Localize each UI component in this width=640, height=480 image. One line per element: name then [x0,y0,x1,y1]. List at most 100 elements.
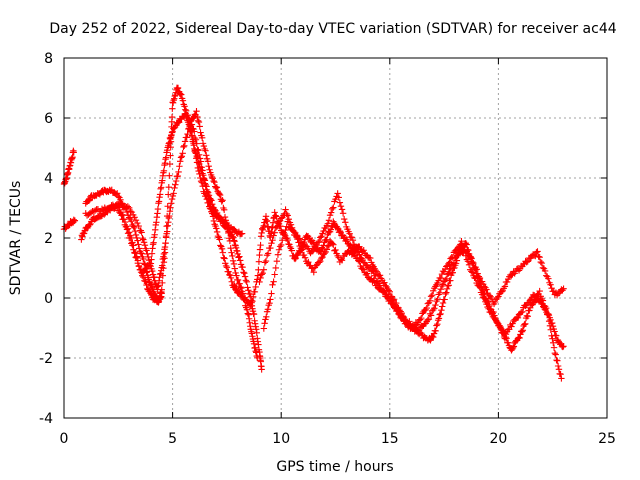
data-point [251,288,259,296]
data-point [268,239,275,247]
data-point [236,280,243,287]
data-point [223,264,231,271]
data-point [538,259,546,267]
data-point [160,167,168,174]
data-point [243,278,250,285]
data-point [332,246,339,254]
data-point [419,310,426,317]
data-point [521,321,528,328]
data-point [428,292,436,299]
data-point [337,228,344,236]
data-point [554,357,561,364]
data-point [434,320,441,328]
data-point [279,237,286,244]
data-point [213,225,220,232]
data-point [119,211,126,218]
data-point [212,184,220,192]
data-point [483,300,490,308]
data-point [241,273,249,280]
data-point [268,290,275,297]
data-point [278,241,285,249]
data-point [229,257,237,265]
data-point [270,278,277,285]
data-point [175,119,183,126]
data-point [171,184,178,192]
data-point [522,302,529,310]
data-point [194,113,201,121]
data-point [488,310,496,317]
data-point [460,243,467,250]
data-point [248,299,255,306]
data-point [478,278,486,285]
data-point [380,287,387,295]
data-point [475,282,483,290]
data-point [200,172,207,179]
data-point [188,121,196,128]
data-point [257,241,264,249]
data-point [385,287,392,294]
data-point [432,327,439,335]
data-point [245,287,252,294]
data-point [141,241,149,249]
x-tick-label: 25 [598,431,616,447]
data-point [113,201,121,208]
data-point [288,247,295,254]
data-point [319,254,326,261]
data-point [167,143,174,151]
data-point [434,296,441,303]
data-point [423,304,430,312]
data-point [124,203,132,210]
data-point [191,145,198,153]
data-point [87,209,95,216]
data-point [464,258,472,265]
data-point [130,242,137,249]
x-tick-label: 10 [272,431,290,447]
data-point [447,265,454,272]
data-point [229,233,236,240]
data-point [271,271,278,278]
data-point [356,258,363,265]
data-point [121,218,129,226]
data-point [280,231,287,238]
data-point [542,305,550,312]
data-point [445,282,452,289]
data-point [545,275,552,282]
data-point [131,249,138,256]
data-point [282,226,289,234]
data-point [544,310,551,317]
data-point [225,235,233,242]
data-point [200,176,208,183]
data-point [466,254,474,261]
data-point [532,252,539,260]
data-point [198,164,205,171]
data-point [127,208,134,215]
data-point [226,237,234,245]
data-point [84,224,91,232]
data-point [519,308,526,315]
data-point [449,254,456,261]
data-point [376,272,384,279]
data-point [168,200,175,207]
data-point [184,130,191,138]
data-point [214,232,222,240]
data-point [491,298,499,306]
data-point [205,162,212,170]
data-point [437,285,445,293]
data-point [436,311,443,318]
data-point [258,271,265,278]
data-point [508,272,515,279]
data-point [487,309,494,316]
data-point [524,313,531,320]
data-point [237,257,244,264]
data-point [225,229,232,237]
data-point [206,198,213,205]
data-point [209,213,217,220]
x-axis-label: GPS time / hours [276,459,393,475]
data-point [213,209,221,217]
data-point [273,258,281,265]
data-point [222,262,230,270]
data-point [441,277,449,284]
data-point [165,191,172,198]
data-point [410,323,417,330]
data-point [475,273,483,280]
